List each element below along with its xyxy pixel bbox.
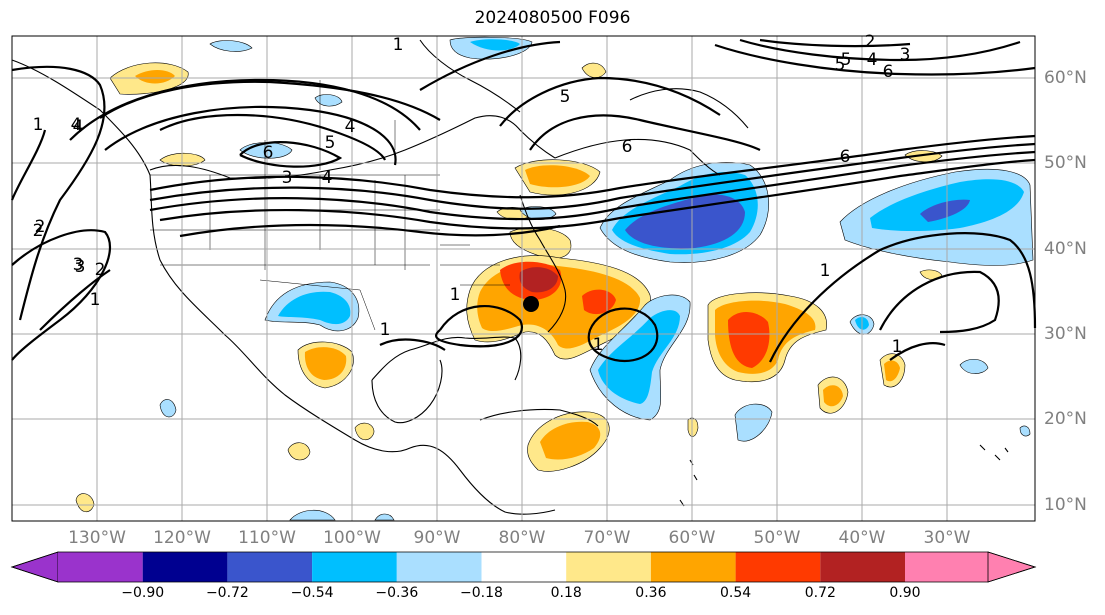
colorbar-tick: −0.90: [121, 585, 165, 601]
latitude-label: 50°N: [1044, 153, 1087, 173]
contour-label: 2: [95, 260, 106, 280]
longitude-label: 30°W: [923, 528, 971, 548]
contour-label: 4: [73, 117, 84, 137]
colorbar-tick: 0.90: [889, 585, 921, 601]
contour-label: 6: [622, 137, 633, 157]
contour-label: 1: [450, 285, 461, 305]
longitude-label: 70°W: [583, 528, 631, 548]
colorbar-tick: 0.54: [720, 585, 752, 601]
contour-label: 1: [33, 115, 44, 135]
latitude-label: 30°N: [1044, 324, 1087, 344]
contour-label: 2: [35, 217, 46, 237]
contour-label: 2: [865, 32, 876, 52]
longitude-label: 100°W: [323, 528, 381, 548]
contour-label: 3: [900, 45, 911, 65]
map-title: 2024080500 F096: [474, 8, 631, 28]
latitude-label: 10°N: [1044, 495, 1087, 515]
longitude-label: 40°W: [838, 528, 886, 548]
colorbar-tick: −0.18: [460, 585, 503, 601]
contour-label: 1: [892, 337, 903, 357]
contour-label: 5: [841, 50, 852, 70]
colorbar-tick: 0.72: [804, 585, 836, 601]
contour-label: 1: [90, 290, 101, 310]
contour-label: 4: [71, 115, 82, 135]
latitude-label: 60°N: [1044, 68, 1087, 88]
colorbar-tick: −0.36: [375, 585, 419, 601]
contour-label: 5: [325, 133, 336, 153]
contour-label: 6: [840, 147, 851, 167]
latitude-label: 40°N: [1044, 239, 1087, 259]
colorbar-tick: 0.18: [550, 585, 582, 601]
colorbar-extend-high: [987, 551, 1037, 583]
contour-label: 4: [345, 117, 356, 137]
longitude-label: 120°W: [153, 528, 211, 548]
contour-label: 4: [867, 50, 878, 70]
contour-label: 1: [380, 320, 391, 340]
contour-label: 3: [73, 255, 84, 275]
colorbar-tick: −0.72: [205, 585, 249, 601]
colorbar-extend-low: [10, 551, 59, 583]
contour-label: 3: [282, 168, 293, 188]
longitude-label: 80°W: [498, 528, 546, 548]
contour-label: 1: [820, 261, 831, 281]
longitude-label: 110°W: [238, 528, 296, 548]
colorbar-tick: 0.36: [635, 585, 667, 601]
negative-anomaly-shading: [159, 36, 1034, 521]
longitude-label: 50°W: [753, 528, 801, 548]
contour-label: 4: [322, 168, 333, 188]
contour-label: 1: [393, 35, 404, 55]
storm-center-marker: [523, 296, 539, 312]
contour-label: 6: [883, 62, 894, 82]
colorbar: [10, 551, 1037, 583]
contour-label: 3: [75, 257, 86, 277]
contour-label: 6: [263, 143, 274, 163]
contour-label: 1: [593, 335, 604, 355]
contour-label: 5: [835, 55, 846, 75]
positive-anomaly-shading: [75, 62, 943, 513]
contour-label: 5: [560, 87, 571, 107]
longitude-label: 60°W: [668, 528, 716, 548]
latitude-label: 20°N: [1044, 409, 1087, 429]
contour-lines: [10, 38, 1037, 363]
longitude-label: 90°W: [413, 528, 461, 548]
colorbar-tick: −0.54: [290, 585, 334, 601]
contour-label: 2: [33, 221, 44, 241]
map-frame: [11, 35, 1036, 522]
longitude-label: 130°W: [68, 528, 126, 548]
